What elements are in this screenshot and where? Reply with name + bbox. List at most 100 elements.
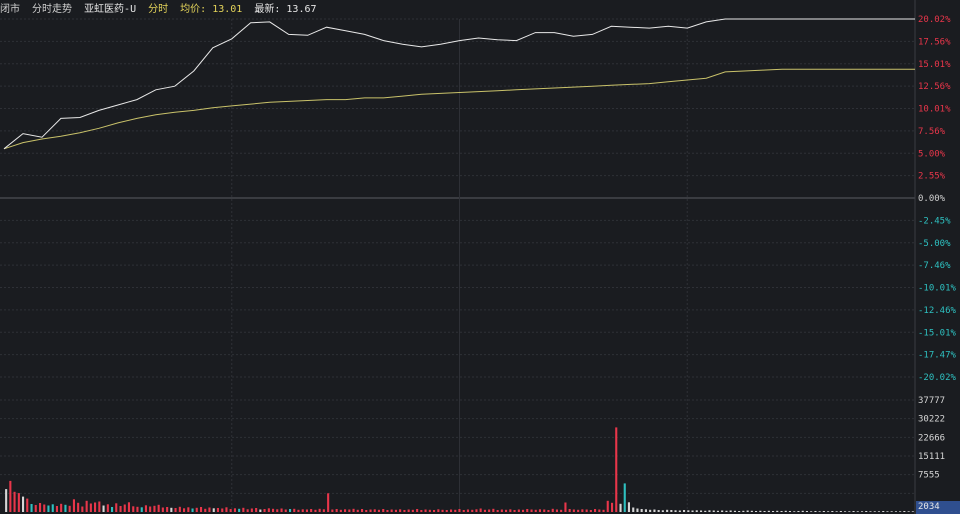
volume-bar [683,510,686,512]
volume-bar [500,509,503,512]
volume-bar [776,510,779,512]
price-axis-tick-label: 17.56% [918,37,951,47]
volume-bar [64,504,67,512]
volume-bar [861,511,864,512]
volume-bar [276,509,279,512]
volume-bar [907,511,910,512]
volume-bar [903,511,906,512]
volume-bar [666,509,669,512]
volume-bar [208,507,211,512]
volume-bar [890,511,893,512]
volume-bar [691,510,694,512]
volume-bar [170,507,173,512]
volume-bar [314,509,317,512]
volume-bar [450,509,453,512]
volume-bar [594,509,597,512]
volume-bar [361,509,364,512]
volume-bar [547,510,550,512]
volume-bar [43,504,46,512]
volume-bar [797,511,800,512]
volume-bar [848,511,851,512]
volume-bar [661,510,664,512]
volume-bar [221,508,224,512]
price-axis-tick-label: 5.00% [918,149,946,159]
volume-bar [454,509,457,512]
volume-bar [377,509,380,512]
average-price-line [3,68,915,150]
volume-bar [136,506,139,512]
volume-bar [780,511,783,512]
volume-bar [865,511,868,512]
intraday-label: 分时 [148,4,169,15]
volume-bar [471,509,474,512]
volume-bar [458,509,461,512]
volume-bar [26,498,29,512]
chart-mode-tab[interactable]: 分时走势 [32,4,73,15]
volume-bar [742,510,745,512]
volume-bar [390,509,393,512]
price-axis-tick-label: -10.01% [918,284,957,294]
price-axis-tick-label: 10.01% [918,105,951,115]
volume-bar [534,509,537,512]
volume-bar [611,502,614,512]
volume-bar [844,511,847,512]
volume-bar [729,510,732,512]
volume-bar [280,508,283,512]
volume-bar [263,509,266,512]
volume-bar [416,509,419,512]
price-axis-tick-label: 0.00% [918,194,946,204]
price-axis: 20.02% 17.56% 15.01% 12.56% 10.01% 7.56% 5.00%… [918,15,957,383]
volume-bar [492,508,495,512]
price-axis-tick-label: 2.55% [918,172,946,182]
volume-bar [479,508,482,512]
market-status-label: 闭市 [0,4,20,15]
volume-bar [538,509,541,512]
volume-bar [738,511,741,512]
volume-bar [632,507,635,512]
volume-bar [716,510,719,512]
volume-bar [619,503,622,512]
volume-bar [445,510,448,512]
volume-bar [144,505,147,512]
volume-bar [869,511,872,512]
volume-bar [873,511,876,512]
volume-bar [51,504,54,512]
volume-bar [589,510,592,512]
volume-bar [488,509,491,512]
volume-bar [585,509,588,512]
volume-bar [568,509,571,512]
volume-bar [483,509,486,512]
volume-bar [140,507,143,512]
volume-bar [411,509,414,512]
volume-bar [670,510,673,512]
chart-header: 闭市 分时走势 亚虹医药-U 分时 均价: 13.01 最新: 13.67 [0,0,915,20]
volume-bar [149,506,152,512]
volume-bar [331,509,334,512]
price-axis-tick-label: -20.02% [918,373,957,383]
volume-bar [301,509,304,512]
volume-bar [178,506,181,512]
volume-bar [712,510,715,512]
price-axis-tick-label: 20.02% [918,15,951,25]
volume-axis-tick-label: 15111 [918,452,945,462]
volume-bar [297,509,300,512]
volume-bar [335,509,338,512]
volume-bar [161,507,164,512]
volume-bar [115,503,118,512]
volume-bar [598,509,601,512]
volume-bar [225,507,228,512]
volume-bar [462,510,465,512]
volume-bar [649,509,652,512]
volume-bar [322,509,325,512]
volume-bar [255,508,258,512]
volume-bar [899,511,902,512]
volume-bar [543,509,546,512]
volume-bar [827,511,830,512]
volume-bar [509,509,512,512]
volume-bar [818,511,821,512]
volume-axis-tick-label: 7555 [918,471,940,481]
volume-bar [339,509,342,512]
volume-bar [441,509,444,512]
volume-bar [759,510,762,512]
